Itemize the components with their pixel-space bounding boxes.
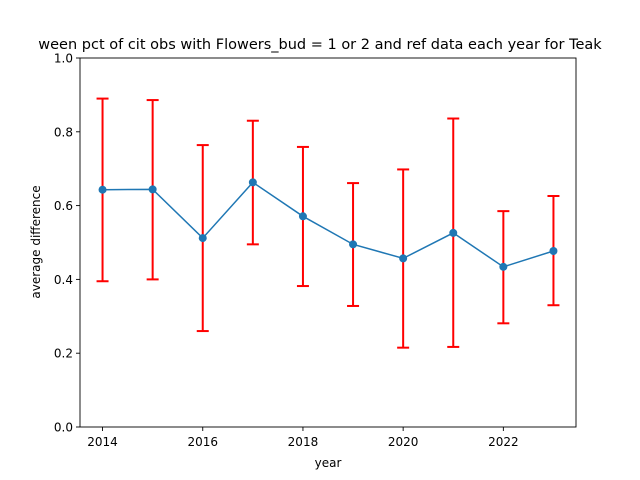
data-point (349, 240, 358, 249)
data-point (399, 254, 408, 263)
chart-title: ween pct of cit obs with Flowers_bud = 1… (38, 37, 602, 53)
y-tick-label: 1.0 (54, 52, 73, 66)
data-point (549, 246, 558, 255)
x-tick-label: 2014 (87, 435, 118, 449)
data-point (248, 178, 257, 187)
x-tick-label: 2022 (488, 435, 519, 449)
data-point (148, 185, 157, 194)
data-point (499, 262, 508, 271)
data-point (298, 212, 307, 221)
y-tick-label: 0.0 (54, 421, 73, 435)
y-tick-label: 0.4 (54, 273, 73, 287)
series-line (102, 181, 554, 268)
y-axis-label: average difference (29, 185, 43, 298)
x-tick-label: 2016 (187, 435, 218, 449)
data-point (449, 228, 458, 237)
x-tick-label: 2020 (388, 435, 419, 449)
plot-frame (79, 57, 577, 428)
plot-area: 2014 2016 2018 2020 2022 0.0 0.2 0.4 0.6 0.8 1.0 (54, 52, 577, 449)
x-axis-label: year (315, 456, 342, 470)
y-tick-label: 0.2 (54, 347, 73, 361)
y-tick-label: 0.6 (54, 199, 73, 213)
y-tick-label: 0.8 (54, 125, 73, 139)
data-point (98, 185, 107, 194)
x-tick-label: 2018 (288, 435, 319, 449)
data-point (198, 234, 207, 243)
